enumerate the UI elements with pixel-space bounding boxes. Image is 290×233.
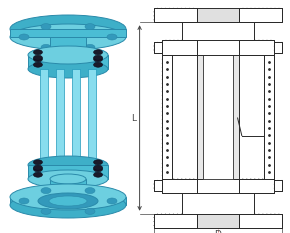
Ellipse shape xyxy=(10,15,126,43)
Ellipse shape xyxy=(49,196,87,206)
Polygon shape xyxy=(274,180,282,191)
Polygon shape xyxy=(28,165,108,179)
Ellipse shape xyxy=(33,62,42,67)
Polygon shape xyxy=(239,214,282,228)
Polygon shape xyxy=(56,69,64,165)
Ellipse shape xyxy=(33,160,42,165)
Ellipse shape xyxy=(10,192,126,218)
Ellipse shape xyxy=(41,188,51,194)
Ellipse shape xyxy=(94,160,103,165)
Ellipse shape xyxy=(94,55,103,60)
Ellipse shape xyxy=(19,198,29,204)
Ellipse shape xyxy=(107,34,117,40)
Ellipse shape xyxy=(94,172,103,177)
Ellipse shape xyxy=(50,50,86,60)
Polygon shape xyxy=(197,178,239,193)
Polygon shape xyxy=(239,40,274,55)
Text: L: L xyxy=(132,113,137,123)
Ellipse shape xyxy=(19,34,29,40)
Polygon shape xyxy=(182,193,197,214)
Polygon shape xyxy=(28,55,108,69)
Text: D: D xyxy=(215,230,222,233)
Polygon shape xyxy=(154,180,162,191)
Ellipse shape xyxy=(28,156,108,174)
Polygon shape xyxy=(264,55,274,178)
Polygon shape xyxy=(154,42,162,53)
Ellipse shape xyxy=(41,208,51,214)
Ellipse shape xyxy=(50,174,86,184)
Ellipse shape xyxy=(94,57,103,62)
Polygon shape xyxy=(197,214,239,228)
Ellipse shape xyxy=(28,60,108,78)
Polygon shape xyxy=(203,55,233,178)
Ellipse shape xyxy=(38,193,98,209)
Polygon shape xyxy=(154,214,197,228)
Ellipse shape xyxy=(10,24,126,50)
Polygon shape xyxy=(197,40,239,55)
Ellipse shape xyxy=(33,165,42,170)
Ellipse shape xyxy=(41,45,51,50)
Ellipse shape xyxy=(33,50,42,55)
Ellipse shape xyxy=(33,57,42,62)
Polygon shape xyxy=(50,37,86,55)
Ellipse shape xyxy=(33,167,42,172)
Ellipse shape xyxy=(33,172,42,177)
Polygon shape xyxy=(239,178,274,193)
Polygon shape xyxy=(162,178,197,193)
Polygon shape xyxy=(162,40,197,55)
Polygon shape xyxy=(239,8,282,22)
Polygon shape xyxy=(239,193,254,214)
Polygon shape xyxy=(182,22,254,40)
Polygon shape xyxy=(233,55,239,178)
Ellipse shape xyxy=(94,167,103,172)
Polygon shape xyxy=(50,179,86,197)
Ellipse shape xyxy=(85,24,95,30)
Ellipse shape xyxy=(85,45,95,50)
Polygon shape xyxy=(162,55,172,178)
Polygon shape xyxy=(239,22,254,40)
Polygon shape xyxy=(72,69,80,165)
Ellipse shape xyxy=(33,55,42,60)
Ellipse shape xyxy=(94,50,103,55)
Ellipse shape xyxy=(85,208,95,214)
Ellipse shape xyxy=(94,62,103,67)
Polygon shape xyxy=(88,69,96,165)
Polygon shape xyxy=(10,29,126,37)
Ellipse shape xyxy=(41,24,51,30)
Polygon shape xyxy=(274,42,282,53)
Polygon shape xyxy=(182,193,254,214)
Ellipse shape xyxy=(94,165,103,170)
Ellipse shape xyxy=(85,188,95,194)
Polygon shape xyxy=(10,197,126,205)
Ellipse shape xyxy=(10,184,126,210)
Ellipse shape xyxy=(28,46,108,64)
Polygon shape xyxy=(197,8,239,22)
Ellipse shape xyxy=(28,170,108,188)
Polygon shape xyxy=(154,8,197,22)
Polygon shape xyxy=(40,69,48,165)
Ellipse shape xyxy=(107,198,117,204)
Polygon shape xyxy=(197,55,203,178)
Polygon shape xyxy=(182,22,197,40)
